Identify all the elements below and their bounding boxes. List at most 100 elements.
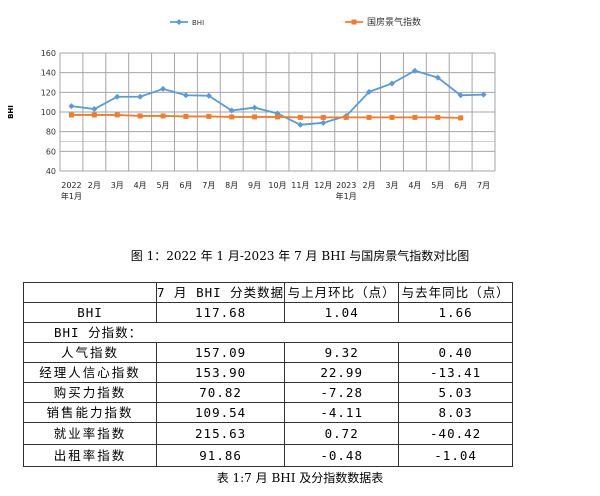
data-point <box>320 114 326 120</box>
cell: -4.11 <box>284 402 400 423</box>
x-tick-label: 6月 <box>179 181 192 190</box>
x-tick-label: 2023 <box>336 181 356 190</box>
legend-label: 国房景气指数 <box>367 16 421 28</box>
cell: 5.03 <box>398 382 513 403</box>
data-point <box>205 92 212 99</box>
x-tick-label: 7月 <box>477 181 490 190</box>
x-tick-label: 2月 <box>363 181 376 190</box>
header-cell: 与去年同比（点） <box>398 282 513 303</box>
cell: -40.42 <box>398 422 513 445</box>
y-tick-label: 120 <box>41 88 56 97</box>
y-tick-label: 40 <box>46 167 56 176</box>
table-row: 购买力指数 70.82 -7.28 5.03 <box>23 382 513 403</box>
cell: 153.90 <box>155 362 286 383</box>
table-row: 经理人信心指数 153.90 22.99 -13.41 <box>23 362 513 383</box>
data-point <box>343 114 349 120</box>
x-tick-label: 3月 <box>385 181 398 190</box>
y-tick-label: 140 <box>41 69 56 78</box>
data-point <box>114 112 120 118</box>
table-row: BHI 117.68 1.04 1.66 <box>23 302 513 323</box>
data-point <box>229 114 235 120</box>
x-tick-label: 4月 <box>134 181 147 190</box>
line-chart: 40 60 80 100 120 140 160 2022 年1月 2月 3月 4月 5月 6月 7月 8月 9… <box>7 16 496 201</box>
x-tick-label: 5月 <box>156 181 169 190</box>
cell: 人气指数 <box>23 342 157 363</box>
data-point <box>458 115 464 121</box>
table-caption: 表 1:7 月 BHI 及分指数数据表 <box>216 471 384 485</box>
data-point <box>160 85 167 92</box>
cell: 就业率指数 <box>23 422 157 445</box>
data-point <box>91 112 97 118</box>
data-point <box>275 114 280 120</box>
table-row: BHI 分指数： <box>23 322 513 343</box>
x-tick-label: 9月 <box>248 181 261 190</box>
x-tick-label: 3月 <box>111 181 124 190</box>
table-row: 人气指数 157.09 9.32 0.40 <box>23 342 513 363</box>
data-point <box>228 107 235 114</box>
header-cell: 与上月环比（点） <box>284 282 400 303</box>
data-point <box>389 114 395 120</box>
data-point <box>251 104 258 111</box>
data-point <box>137 113 143 119</box>
cell: -7.28 <box>284 382 400 403</box>
y-tick-label: 80 <box>46 128 56 137</box>
table-header-row: 7 月 BHI 分类数据 与上月环比（点） 与去年同比（点） <box>23 282 513 303</box>
header-cell <box>23 282 157 303</box>
data-point <box>412 114 418 120</box>
legend-label: BHI <box>192 19 204 27</box>
data-point <box>297 114 303 120</box>
cell: 0.40 <box>398 342 513 363</box>
legend-marker <box>176 19 182 25</box>
cell: -1.04 <box>398 444 513 467</box>
cell: 8.03 <box>398 402 513 423</box>
cell: BHI <box>23 302 157 323</box>
x-tick-label: 8月 <box>225 181 238 190</box>
x-tick-label: 2022 <box>61 181 81 190</box>
data-point <box>457 92 464 99</box>
cell: 出租率指数 <box>23 444 157 467</box>
data-point <box>114 93 121 100</box>
data-point <box>137 93 144 100</box>
cell: -13.41 <box>398 362 513 383</box>
legend-marker <box>351 19 357 25</box>
header-cell: 7 月 BHI 分类数据 <box>155 282 286 303</box>
cell: 109.54 <box>155 402 286 423</box>
cell: 经理人信心指数 <box>23 362 157 383</box>
figure-caption: 图 1：2022 年 1 月-2023 年 7 月 BHI 与国房景气指数对比图 <box>130 249 470 263</box>
x-tick-label: 6月 <box>454 181 467 190</box>
cell: 117.68 <box>155 302 286 323</box>
data-point <box>297 121 304 128</box>
cell: 1.04 <box>284 302 400 323</box>
y-tick-label: 60 <box>46 147 56 156</box>
cell: 销售能力指数 <box>23 402 157 423</box>
y-tick-label: 160 <box>41 49 56 58</box>
table-row: 就业率指数 215.63 0.72 -40.42 <box>23 422 513 445</box>
series-line <box>71 114 461 119</box>
x-tick-label: 4月 <box>408 181 421 190</box>
x-tick-label: 5月 <box>431 181 444 190</box>
sub-index-label: BHI 分指数： <box>23 322 513 343</box>
y-axis-label: BHI <box>7 105 15 119</box>
data-point <box>320 119 327 126</box>
data-point <box>434 74 441 81</box>
data-point <box>68 112 74 118</box>
data-point <box>411 67 418 74</box>
cell: 0.72 <box>284 422 400 445</box>
data-point <box>160 113 166 119</box>
x-tick-label: 7月 <box>202 181 215 190</box>
x-tick-label: 2月 <box>88 181 101 190</box>
data-point <box>252 114 258 120</box>
cell: 1.66 <box>398 302 513 323</box>
cell: 9.32 <box>284 342 400 363</box>
cell: 70.82 <box>155 382 286 403</box>
data-point <box>206 113 212 119</box>
x-tick-label: 12月 <box>314 181 332 190</box>
cell: -0.48 <box>284 444 400 467</box>
table-section: 7 月 BHI 分类数据 与上月环比（点） 与去年同比（点） BHI 117.6… <box>0 282 600 486</box>
cell: 22.99 <box>284 362 400 383</box>
table-row: 出租率指数 91.86 -0.48 -1.04 <box>23 444 513 467</box>
cell: 购买力指数 <box>23 382 157 403</box>
y-tick-label: 100 <box>41 108 56 117</box>
cell: 215.63 <box>155 422 286 445</box>
x-tick-label: 年1月 <box>336 191 357 201</box>
